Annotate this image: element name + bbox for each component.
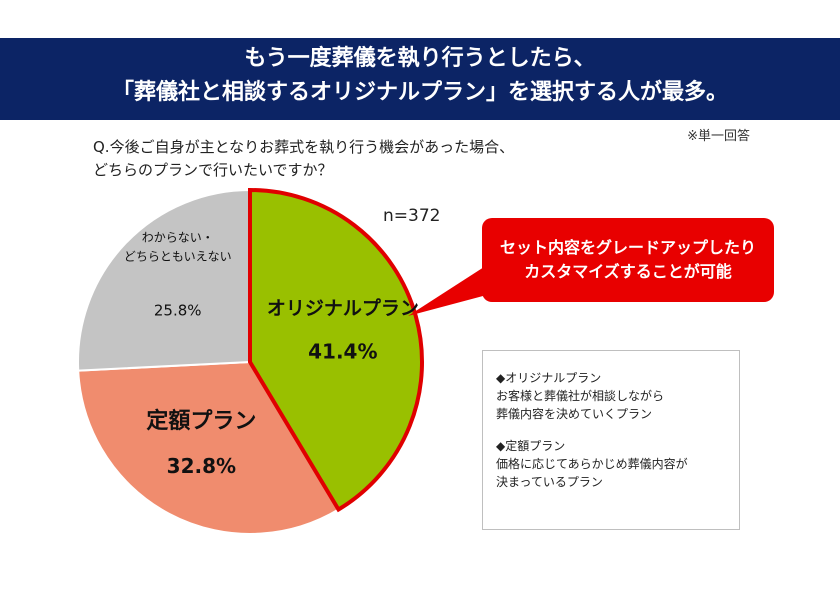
fixed-plan-value-label: 32.8%: [167, 454, 236, 478]
single-answer-note: ※単一回答: [687, 129, 750, 144]
callout-line-2: カスタマイズすることが可能: [524, 262, 732, 281]
original-plan-title: ◆オリジナルプラン: [496, 371, 602, 385]
plan-description-box: ◆オリジナルプラン お客様と葬儀社が相談しながら 葬儀内容を決めていくプラン ◆…: [482, 350, 740, 530]
callout-line-1: セット内容をグレードアップしたり: [499, 238, 756, 257]
title-line-1: もう一度葬儀を執り行うとしたら、: [244, 46, 596, 71]
original-plan-desc-1: お客様と葬儀社が相談しながら: [496, 389, 665, 403]
title-banner: もう一度葬儀を執り行うとしたら、 「葬儀社と相談するオリジナルプラン」を選択する…: [0, 38, 840, 120]
fixed-plan-desc-1: 価格に応じてあらかじめ葬儀内容が: [496, 457, 688, 471]
survey-question: Q.今後ご自身が主となりお葬式を執り行う機会があった場合、 どちらのプランで行い…: [93, 136, 514, 182]
original-plan-description: ◆オリジナルプラン お客様と葬儀社が相談しながら 葬儀内容を決めていくプラン: [496, 369, 729, 423]
question-line-1: Q.今後ご自身が主となりお葬式を執り行う機会があった場合、: [93, 138, 515, 156]
original-plan-value-label: 41.4%: [308, 339, 377, 363]
callout-box: セット内容をグレードアップしたり カスタマイズすることが可能: [482, 218, 774, 302]
fixed-plan-desc-2: 決まっているプラン: [496, 475, 603, 489]
question-line-2: どちらのプランで行いたいですか？: [93, 161, 333, 179]
fixed-plan-slice: [77, 360, 340, 535]
fixed-plan-title: ◆定額プラン: [496, 439, 566, 453]
sample-size-label: n=372: [383, 206, 441, 226]
callout-pointer: [408, 258, 498, 316]
fixed-plan-label: 定額プラン: [146, 408, 256, 434]
undecided-label-2: どちらともいえない: [124, 249, 232, 263]
undecided-value-label: 25.8%: [154, 301, 202, 319]
title-line-2: 「葬儀社と相談するオリジナルプラン」を選択する人が最多。: [111, 80, 728, 105]
undecided-slice: [77, 188, 251, 372]
fixed-plan-description: ◆定額プラン 価格に応じてあらかじめ葬儀内容が 決まっているプラン: [496, 437, 729, 491]
original-plan-desc-2: 葬儀内容を決めていくプラン: [496, 407, 653, 421]
original-plan-label: オリジナルプラン: [267, 296, 419, 319]
undecided-label-1: わからない・: [142, 230, 214, 244]
highlight-border: [248, 187, 424, 513]
